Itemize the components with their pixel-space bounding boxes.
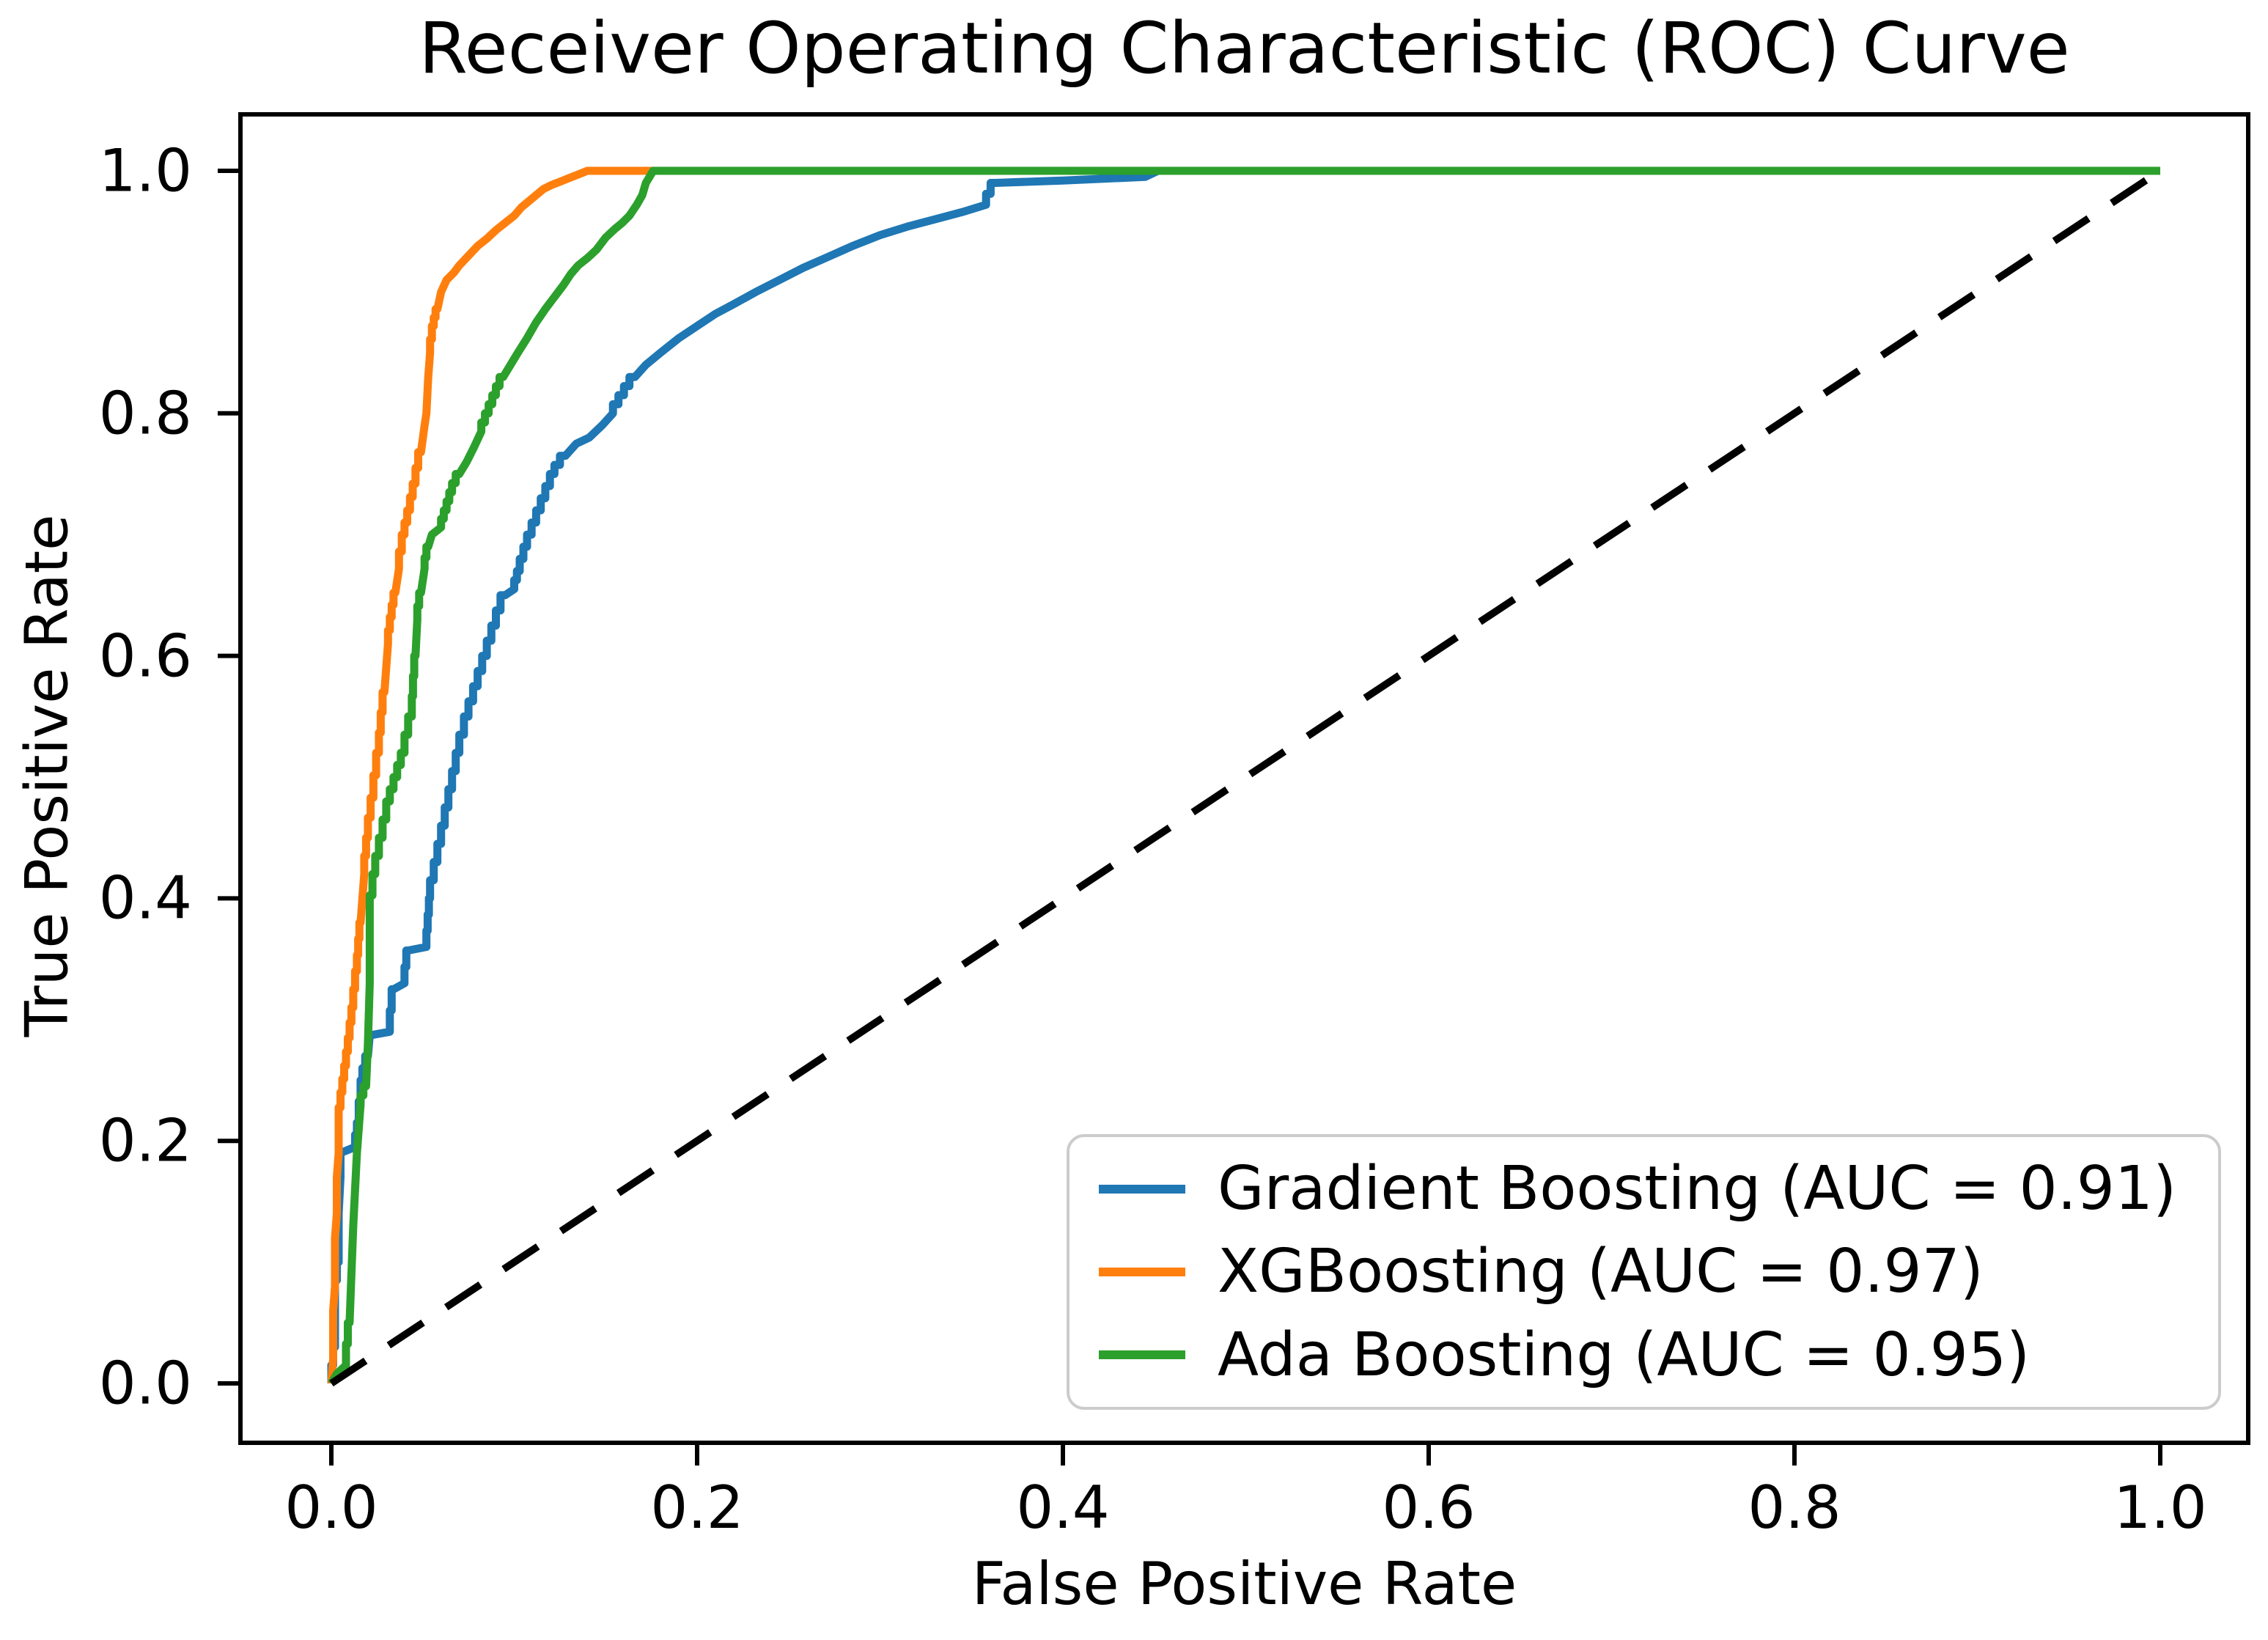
x-tick-label: 0.4 — [1016, 1474, 1110, 1542]
plot-frame — [238, 112, 2250, 1445]
roc-curve-xgboosting — [327, 166, 2160, 1384]
legend: Gradient Boosting (AUC = 0.91) XGBoosting… — [1067, 1134, 2221, 1410]
y-tick-label: 0.6 — [98, 622, 192, 691]
chart-title: Receiver Operating Characteristic (ROC) … — [419, 7, 2070, 89]
y-tick-label: 1.0 — [98, 136, 192, 205]
y-tick-label: 0.4 — [98, 864, 192, 933]
x-tick-label: 0.8 — [1748, 1474, 1841, 1542]
x-tick-label: 1.0 — [2113, 1474, 2207, 1542]
legend-line-xgboosting — [1099, 1267, 1185, 1276]
x-tick-label: 0.6 — [1382, 1474, 1476, 1542]
legend-item-gradient-boosting: Gradient Boosting (AUC = 0.91) — [1099, 1154, 2189, 1224]
y-tick-label: 0.8 — [98, 379, 192, 448]
legend-line-gradient-boosting — [1099, 1184, 1185, 1194]
x-tick-label: 0.2 — [650, 1474, 744, 1542]
legend-line-ada-boosting — [1099, 1350, 1185, 1360]
x-axis-label: False Positive Rate — [971, 1550, 1517, 1618]
y-tick-label: 0.2 — [98, 1106, 192, 1175]
legend-label: XGBoosting (AUC = 0.97) — [1218, 1237, 1984, 1307]
roc-curve-ada-boosting — [328, 166, 2160, 1386]
legend-label: Gradient Boosting (AUC = 0.91) — [1218, 1154, 2177, 1224]
legend-item-xgboosting: XGBoosting (AUC = 0.97) — [1099, 1237, 2189, 1306]
y-tick-label: 0.0 — [98, 1349, 192, 1418]
legend-label: Ada Boosting (AUC = 0.95) — [1218, 1320, 2030, 1390]
x-tick-label: 0.0 — [284, 1474, 378, 1542]
chance-diagonal-line — [329, 167, 2162, 1387]
legend-item-ada-boosting: Ada Boosting (AUC = 0.95) — [1099, 1320, 2189, 1390]
